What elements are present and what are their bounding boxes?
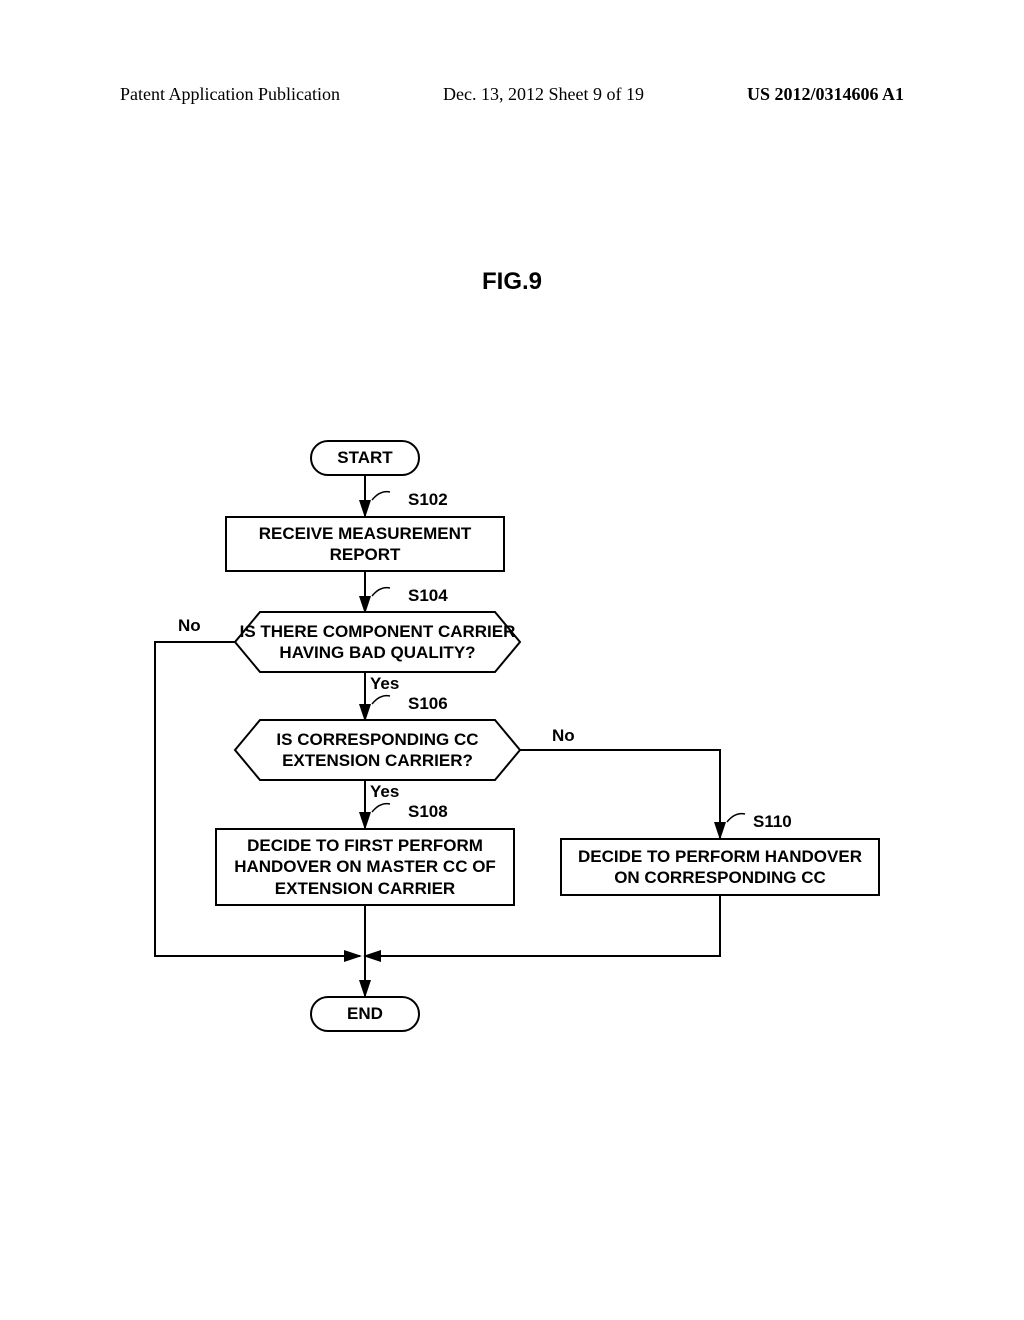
page-header: Patent Application Publication Dec. 13, … <box>0 84 1024 105</box>
label-s104-yes: Yes <box>370 674 399 694</box>
page: Patent Application Publication Dec. 13, … <box>0 0 1024 1320</box>
label-s106-yes: Yes <box>370 782 399 802</box>
node-s106: IS CORRESPONDING CC EXTENSION CARRIER? <box>235 720 520 780</box>
node-start: START <box>310 440 420 476</box>
node-s102-label: RECEIVE MEASUREMENT REPORT <box>259 523 472 566</box>
node-s110: DECIDE TO PERFORM HANDOVER ON CORRESPOND… <box>560 838 880 896</box>
node-end: END <box>310 996 420 1032</box>
figure-label: FIG.9 <box>0 268 1024 296</box>
flowchart-edges <box>0 440 1024 1120</box>
ref-s106: S106 <box>408 694 448 714</box>
label-s106-no: No <box>552 726 575 746</box>
ref-s102: S102 <box>408 490 448 510</box>
header-right: US 2012/0314606 A1 <box>747 84 904 105</box>
node-start-label: START <box>337 447 392 468</box>
ref-s104: S104 <box>408 586 448 606</box>
ref-s110: S110 <box>753 812 792 832</box>
ref-s108: S108 <box>408 802 448 822</box>
node-end-label: END <box>347 1003 383 1024</box>
node-s102: RECEIVE MEASUREMENT REPORT <box>225 516 505 572</box>
flowchart: START RECEIVE MEASUREMENT REPORT S102 IS… <box>0 440 1024 1120</box>
node-s104-label: IS THERE COMPONENT CARRIER HAVING BAD QU… <box>240 621 516 664</box>
node-s106-label: IS CORRESPONDING CC EXTENSION CARRIER? <box>276 729 478 772</box>
header-center: Dec. 13, 2012 Sheet 9 of 19 <box>443 84 644 105</box>
label-s104-no: No <box>178 616 201 636</box>
node-s104: IS THERE COMPONENT CARRIER HAVING BAD QU… <box>235 612 520 672</box>
header-left: Patent Application Publication <box>120 84 340 105</box>
node-s108: DECIDE TO FIRST PERFORM HANDOVER ON MAST… <box>215 828 515 906</box>
node-s108-label: DECIDE TO FIRST PERFORM HANDOVER ON MAST… <box>234 835 496 899</box>
node-s110-label: DECIDE TO PERFORM HANDOVER ON CORRESPOND… <box>578 846 862 889</box>
